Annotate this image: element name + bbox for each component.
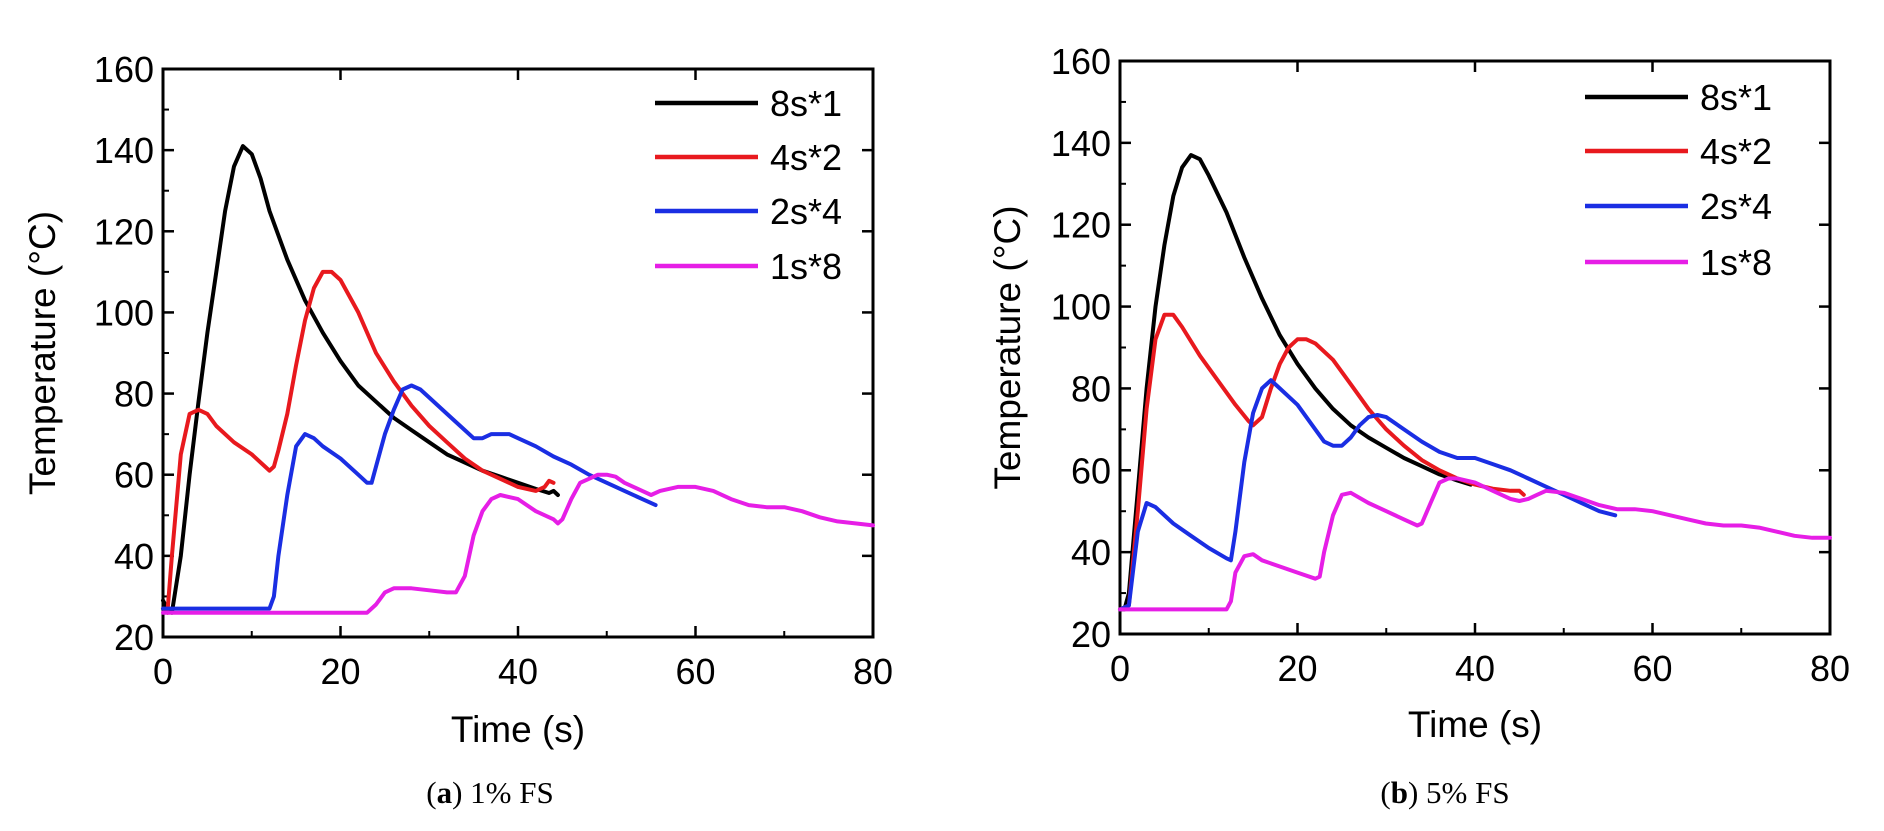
y-axis-title: Temperature (°C) <box>22 211 63 495</box>
x-tick-label: 40 <box>498 651 538 692</box>
caption-part: a <box>437 775 453 810</box>
y-tick-label: 20 <box>1071 614 1111 655</box>
caption-part: b <box>1391 775 1408 810</box>
legend-label: 1s*8 <box>770 246 842 287</box>
x-tick-label: 0 <box>1110 648 1130 689</box>
x-tick-label: 20 <box>1277 648 1317 689</box>
x-tick-label: 40 <box>1455 648 1495 689</box>
legend-label: 4s*2 <box>1700 131 1772 172</box>
y-tick-label: 100 <box>94 292 154 333</box>
x-tick-label: 0 <box>153 651 173 692</box>
y-tick-label: 120 <box>1051 205 1111 246</box>
series-line-1s*8 <box>1118 476 1832 612</box>
y-tick-label: 100 <box>1051 287 1111 328</box>
caption-part: ( <box>1380 775 1390 810</box>
y-tick-label: 160 <box>1051 41 1111 82</box>
plot-frame <box>161 67 875 639</box>
legend-label: 2s*4 <box>1700 186 1772 227</box>
x-axis-title: Time (s) <box>451 709 585 750</box>
x-tick-label: 20 <box>320 651 360 692</box>
x-tick-label: 60 <box>675 651 715 692</box>
y-tick-label: 60 <box>1071 450 1111 491</box>
y-tick-label: 40 <box>114 536 154 577</box>
y-tick-label: 80 <box>1071 368 1111 409</box>
y-tick-label: 40 <box>1071 532 1111 573</box>
legend-label: 8s*1 <box>1700 77 1772 118</box>
series-line-1s*8 <box>161 472 875 615</box>
y-tick-label: 140 <box>94 130 154 171</box>
y-tick-label: 20 <box>114 617 154 658</box>
y-tick-label: 120 <box>94 211 154 252</box>
legend-label: 4s*2 <box>770 137 842 178</box>
x-axis-title: Time (s) <box>1408 704 1542 745</box>
y-tick-label: 80 <box>114 374 154 415</box>
caption-part: ) 5% FS <box>1408 775 1510 810</box>
caption-part: ( <box>426 775 436 810</box>
legend-label: 8s*1 <box>770 83 842 124</box>
series-line-4s*2 <box>161 269 556 615</box>
y-tick-label: 60 <box>114 455 154 496</box>
series-line-4s*2 <box>1118 312 1526 612</box>
x-tick-label: 80 <box>1810 648 1850 689</box>
x-tick-label: 80 <box>853 651 893 692</box>
x-tick-label: 60 <box>1632 648 1672 689</box>
y-axis-title: Temperature (°C) <box>987 205 1028 489</box>
legend-label: 1s*8 <box>1700 242 1772 283</box>
panel-caption: (a) 1% FS <box>426 775 553 810</box>
caption-part: ) 1% FS <box>452 775 554 810</box>
series-line-2s*4 <box>1118 378 1618 612</box>
panel-caption: (b) 5% FS <box>1380 775 1509 810</box>
y-tick-label: 160 <box>94 49 154 90</box>
legend-label: 2s*4 <box>770 191 842 232</box>
series-line-8s*1 <box>161 144 560 615</box>
series-line-8s*1 <box>1118 153 1473 612</box>
y-tick-label: 140 <box>1051 123 1111 164</box>
series-line-2s*4 <box>161 383 658 611</box>
